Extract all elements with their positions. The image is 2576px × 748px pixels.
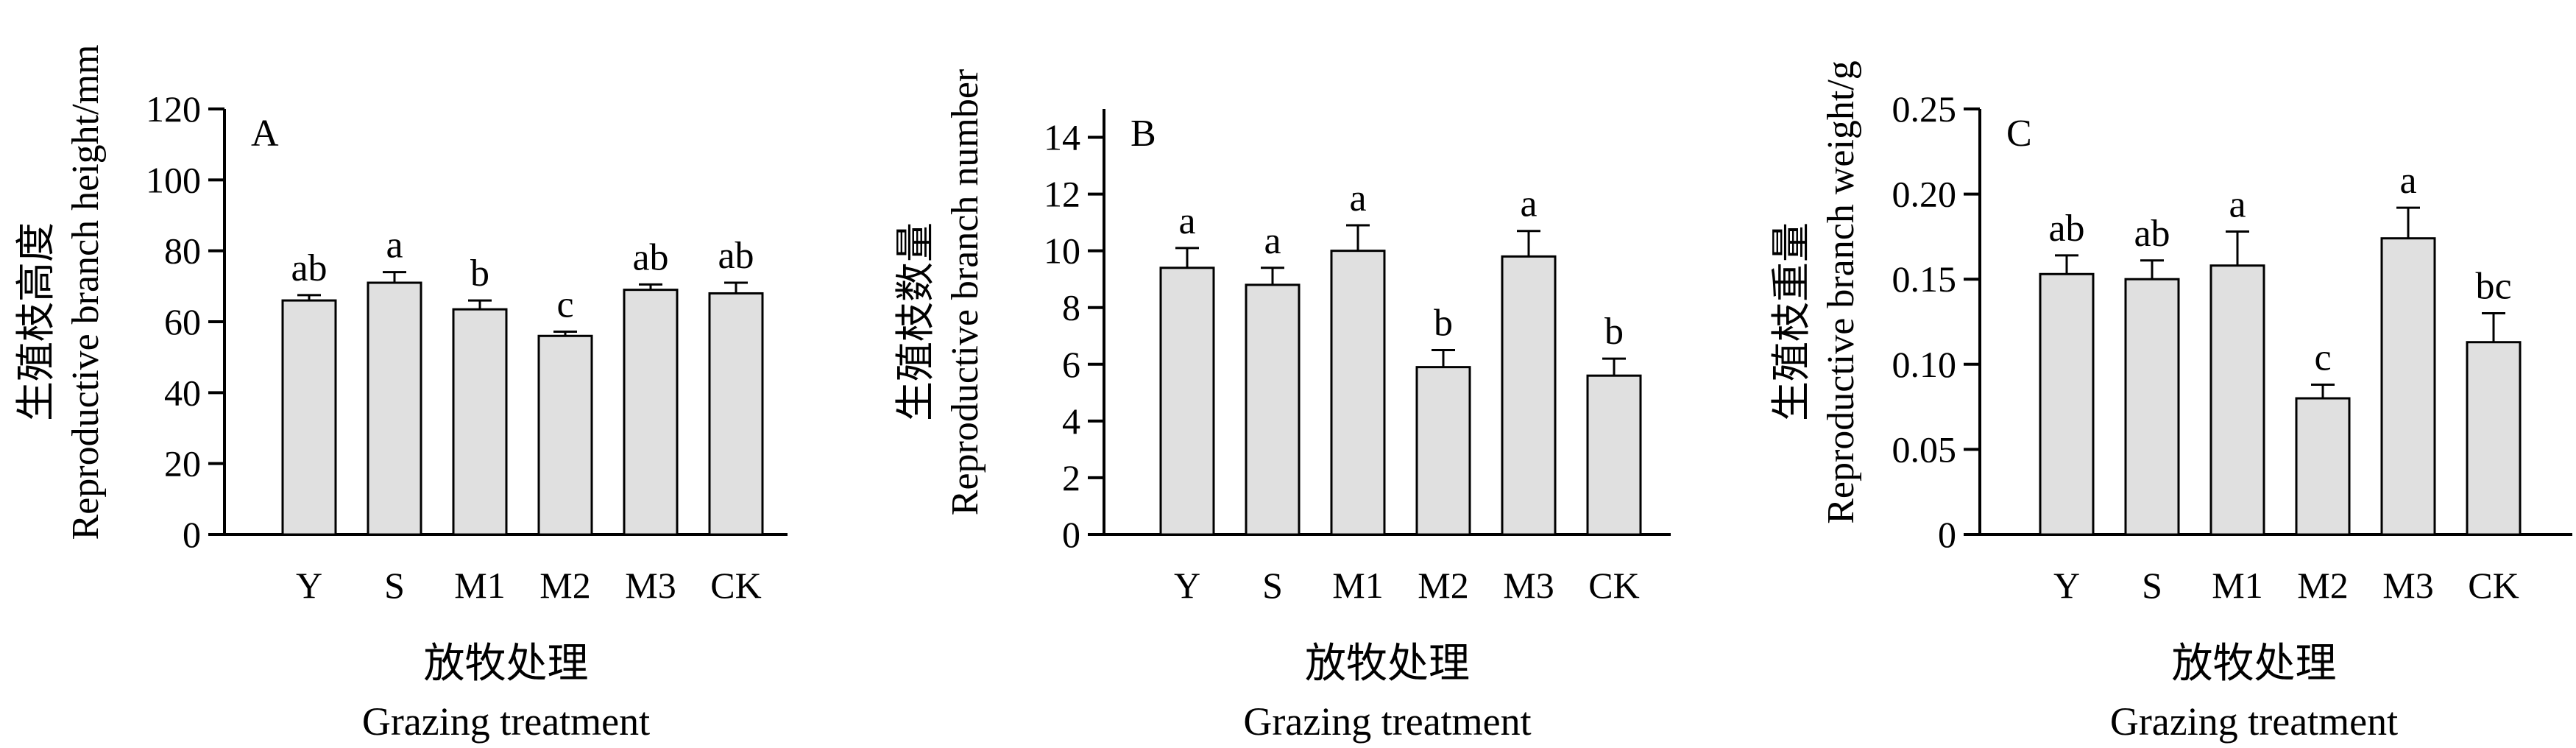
y-tick-label: 0.20	[1892, 174, 1957, 215]
y-tick-label: 6	[1062, 344, 1080, 385]
y-axis-label-cn: 生殖枝高度	[14, 222, 58, 421]
significance-label: ab	[632, 236, 668, 278]
y-axis-label-cn: 生殖枝数量	[894, 222, 938, 421]
y-tick-label: 80	[164, 230, 201, 272]
x-category-label: CK	[2468, 565, 2519, 606]
x-category-label: S	[384, 565, 405, 606]
panel-a: 0 20 40 60 80 100 120 Aab Ya Sb M1 c M2 ab M3 ab CK 放牧处理 G…	[14, 45, 788, 744]
significance-label: a	[1178, 200, 1195, 242]
bar-s	[1245, 283, 1301, 536]
y-tick-label: 0.05	[1892, 428, 1957, 470]
y-tick-label: 0.15	[1892, 258, 1957, 300]
x-category-label: M2	[1418, 565, 1468, 606]
bar-m3	[623, 289, 679, 536]
bar-ck	[2466, 341, 2522, 536]
y-tick-label: 0.25	[1892, 88, 1957, 130]
y-tick-label: 12	[1044, 174, 1080, 215]
y-tick-label: 10	[1044, 230, 1080, 272]
x-axis-label-en: Grazing treatment	[1243, 699, 1531, 744]
bar-m2	[2295, 397, 2351, 536]
y-tick-label: 4	[1062, 401, 1080, 442]
x-axis-label-en: Grazing treatment	[362, 699, 650, 744]
significance-label: ab	[718, 235, 754, 277]
panel-b: 0 2 4 6 8 10 12 14 Ba Ya Sa M1 b M2 a M3 b CK 放牧处理 Grazing …	[894, 69, 1671, 744]
significance-label: b	[1604, 311, 1624, 353]
bar-m1	[2209, 264, 2265, 536]
bar-s	[367, 281, 422, 536]
significance-label: c	[2314, 337, 2331, 379]
y-tick-label: 100	[146, 159, 201, 200]
x-category-label: M2	[539, 565, 590, 606]
y-axis-label-en: Reproductive branch number	[944, 69, 986, 515]
y-axis-label-en: Reproductive branch height/mm	[65, 45, 107, 540]
x-category-label: CK	[710, 565, 761, 606]
bar-m2	[537, 334, 593, 536]
significance-label: b	[470, 253, 489, 294]
y-axis-label-cn: 生殖枝重量	[1769, 222, 1814, 421]
x-axis-label-cn: 放牧处理	[2172, 641, 2337, 687]
bar-y	[2039, 272, 2095, 536]
significance-label: b	[1434, 303, 1453, 345]
y-axis-label-en: Reproductive branch weight/g	[1820, 60, 1862, 524]
x-category-label: Y	[1174, 565, 1200, 606]
significance-label: a	[386, 225, 403, 267]
y-tick-label: 0.10	[1892, 344, 1957, 385]
x-category-label: M1	[1332, 565, 1383, 606]
x-category-label: M2	[2297, 565, 2348, 606]
x-category-label: Y	[296, 565, 322, 606]
panel-letter: A	[251, 113, 279, 155]
y-tick-label: 8	[1062, 287, 1080, 328]
y-tick-label: 2	[1062, 457, 1080, 498]
x-category-label: M3	[1503, 565, 1554, 606]
significance-label: a	[1349, 177, 1366, 219]
x-category-label: M3	[625, 565, 676, 606]
x-axis-label-cn: 放牧处理	[1305, 641, 1470, 687]
significance-label: a	[2229, 183, 2246, 225]
y-tick-label: 14	[1044, 117, 1080, 158]
bar-m3	[2380, 237, 2436, 536]
bar-s	[2124, 278, 2180, 536]
x-category-label: S	[1262, 565, 1283, 606]
x-category-label: CK	[1588, 565, 1639, 606]
significance-label: bc	[2475, 265, 2511, 307]
x-category-label: M1	[2212, 565, 2262, 606]
bar-m3	[1501, 255, 1557, 536]
significance-label: a	[1520, 183, 1537, 225]
bar-m1	[452, 308, 508, 536]
significance-label: ab	[291, 247, 327, 289]
y-tick-label: 0	[1938, 514, 1956, 555]
y-tick-label: 120	[146, 88, 201, 130]
significance-label: ab	[2134, 213, 2170, 255]
y-tick-label: 40	[164, 372, 201, 413]
significance-label: ab	[2048, 208, 2084, 250]
bar-m2	[1415, 366, 1471, 536]
bar-ck	[1586, 374, 1642, 536]
bar-y	[281, 299, 337, 536]
y-tick-label: 0	[1062, 514, 1080, 555]
y-tick-label: 0	[183, 514, 201, 555]
panel-letter: B	[1130, 113, 1156, 155]
bar-ck	[708, 292, 764, 536]
significance-label: c	[556, 283, 573, 325]
significance-label: a	[1264, 220, 1281, 262]
x-category-label: M1	[454, 565, 505, 606]
x-axis-label-en: Grazing treatment	[2110, 699, 2398, 744]
x-category-label: M3	[2382, 565, 2433, 606]
bar-m1	[1330, 250, 1386, 536]
x-axis-label-cn: 放牧处理	[424, 641, 589, 687]
x-category-label: Y	[2053, 565, 2080, 606]
panel-c: 0 0.05 0.10 0.15 0.20 0.25 Cab Yab Sa M1 c M2 a M3 bc C…	[1769, 60, 2572, 744]
x-category-label: S	[2142, 565, 2162, 606]
bar-y	[1159, 267, 1215, 536]
significance-label: a	[2399, 160, 2416, 202]
y-tick-label: 60	[164, 301, 201, 342]
y-tick-label: 20	[164, 443, 201, 484]
panel-letter: C	[2006, 113, 2032, 155]
